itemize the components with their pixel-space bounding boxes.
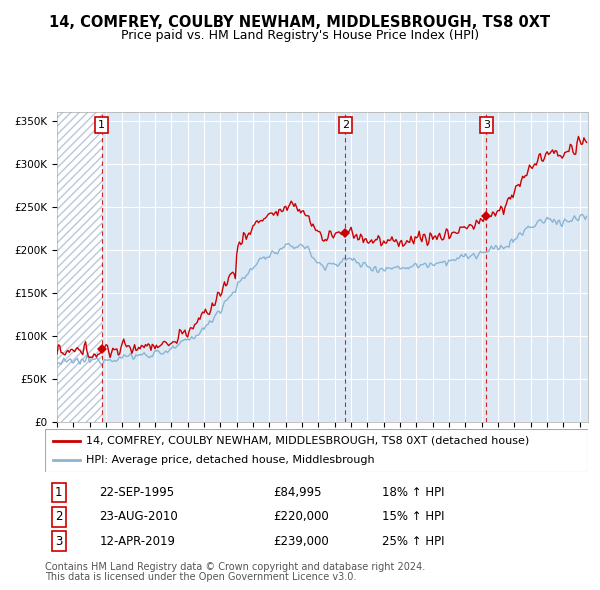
Text: Price paid vs. HM Land Registry's House Price Index (HPI): Price paid vs. HM Land Registry's House … [121,30,479,42]
Text: 1: 1 [98,120,105,130]
Text: HPI: Average price, detached house, Middlesbrough: HPI: Average price, detached house, Midd… [86,455,374,466]
Text: 18% ↑ HPI: 18% ↑ HPI [382,486,444,499]
Bar [57,112,102,422]
Text: 25% ↑ HPI: 25% ↑ HPI [382,535,444,548]
Text: 2: 2 [342,120,349,130]
Text: £220,000: £220,000 [273,510,329,523]
Text: 14, COMFREY, COULBY NEWHAM, MIDDLESBROUGH, TS8 0XT: 14, COMFREY, COULBY NEWHAM, MIDDLESBROUG… [49,15,551,30]
Text: Contains HM Land Registry data © Crown copyright and database right 2024.: Contains HM Land Registry data © Crown c… [45,562,425,572]
Bar [57,112,102,422]
Text: 14, COMFREY, COULBY NEWHAM, MIDDLESBROUGH, TS8 0XT (detached house): 14, COMFREY, COULBY NEWHAM, MIDDLESBROUG… [86,435,529,445]
Text: 2: 2 [55,510,62,523]
Text: 23-AUG-2010: 23-AUG-2010 [100,510,178,523]
Text: £239,000: £239,000 [273,535,329,548]
Text: 12-APR-2019: 12-APR-2019 [100,535,175,548]
Text: 3: 3 [483,120,490,130]
Text: £84,995: £84,995 [273,486,322,499]
Text: 3: 3 [55,535,62,548]
Text: 1: 1 [55,486,62,499]
Text: This data is licensed under the Open Government Licence v3.0.: This data is licensed under the Open Gov… [45,572,356,582]
Text: 15% ↑ HPI: 15% ↑ HPI [382,510,444,523]
Text: 22-SEP-1995: 22-SEP-1995 [100,486,175,499]
